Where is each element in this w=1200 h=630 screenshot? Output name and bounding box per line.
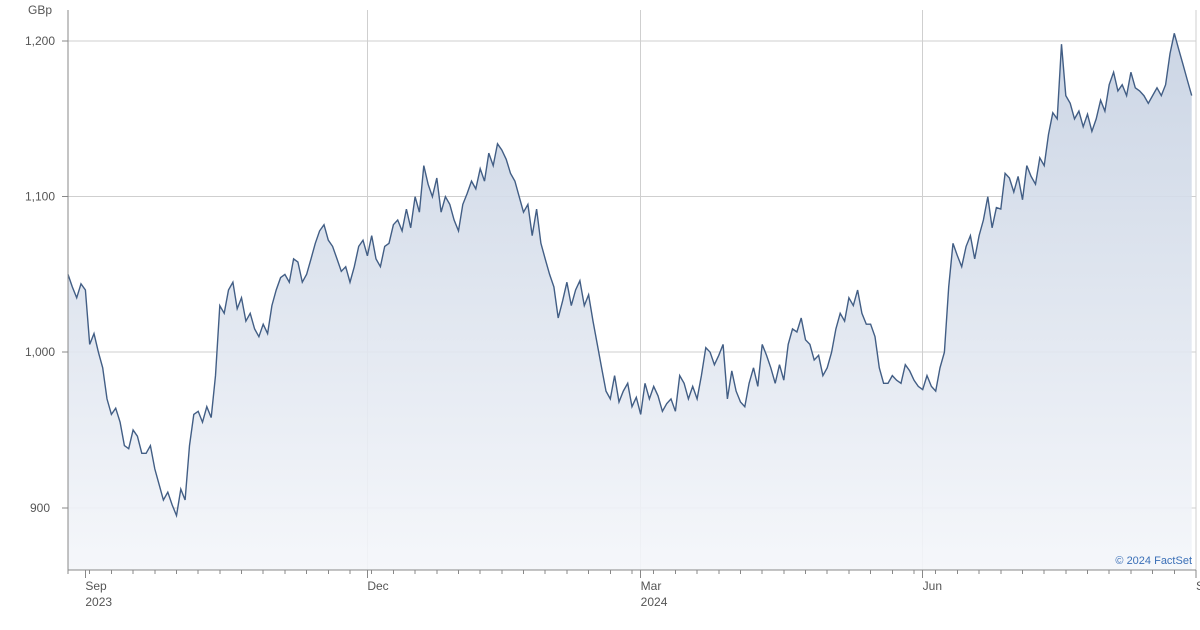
- y-tick-label: 1,100: [25, 190, 55, 204]
- price-chart: 900 1,000 1,100 1,200 GBp Sep 2023 Dec Mar 2024 Ju…: [0, 0, 1200, 630]
- x-tick-label: Sep: [85, 579, 107, 593]
- x-tick-label: Mar: [641, 579, 662, 593]
- x-tick-label: Dec: [367, 579, 388, 593]
- x-tick-year: 2023: [85, 595, 112, 609]
- x-tick-year: 2024: [641, 595, 668, 609]
- y-tick-label: 1,200: [25, 34, 55, 48]
- y-unit-label: GBp: [28, 3, 52, 17]
- attribution-text: © 2024 FactSet: [1115, 555, 1192, 567]
- y-tick-label: 900: [30, 501, 50, 515]
- y-tick-label: 1,000: [25, 345, 55, 359]
- chart-svg: 900 1,000 1,100 1,200 GBp Sep 2023 Dec Mar 2024 Ju…: [0, 0, 1200, 630]
- x-tick-label: Jun: [923, 579, 942, 593]
- x-tick-label: Sep: [1196, 579, 1200, 593]
